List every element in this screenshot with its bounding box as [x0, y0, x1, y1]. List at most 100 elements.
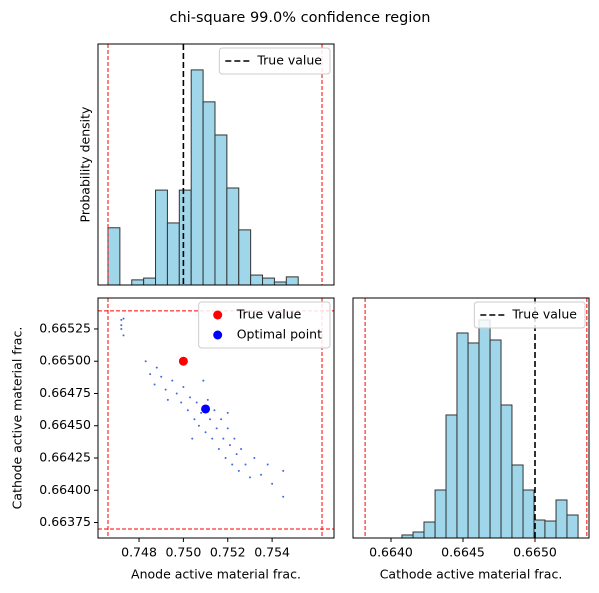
sample-point [235, 453, 238, 456]
sample-point [226, 427, 229, 430]
y-axis-label: Cathode active material frac. [10, 327, 25, 510]
legend-label: Optimal point [237, 327, 322, 342]
x-axis-label: Cathode active material frac. [380, 567, 563, 582]
sample-point [120, 324, 123, 327]
sample-point [175, 392, 178, 395]
sample-point [217, 447, 220, 450]
axes-frame [352, 297, 590, 539]
histogram-bar [423, 521, 436, 539]
sample-point [120, 327, 123, 330]
sample-point [248, 476, 251, 479]
series-point [201, 404, 211, 414]
y-tick-label: 0.66400 [39, 482, 91, 497]
x-tick-label: 0.752 [210, 545, 246, 560]
histogram-bar [190, 69, 204, 286]
sample-point [200, 411, 203, 414]
legend-label: True value [236, 307, 302, 322]
axes-frame [97, 297, 335, 539]
sample-point [120, 318, 123, 321]
y-tick-label: 0.66500 [39, 353, 91, 368]
legend-swatch [213, 330, 223, 340]
histogram-bar [202, 101, 216, 286]
sample-point [182, 386, 185, 389]
x-axis-label: Anode active material frac. [131, 567, 301, 582]
sample-point [211, 437, 214, 440]
sample-point [171, 379, 174, 382]
histogram-bar [456, 332, 469, 539]
histogram-bar [238, 229, 252, 286]
x-tick-label: 0.754 [254, 545, 290, 560]
sample-point [197, 424, 200, 427]
sample-point [149, 373, 152, 376]
sample-point [193, 418, 196, 421]
sample-point [231, 463, 234, 466]
sample-point [202, 379, 205, 382]
y-tick-label: 0.66375 [39, 514, 91, 529]
sample-point [253, 457, 256, 459]
histogram-bar [434, 489, 447, 539]
sample-point [122, 334, 125, 337]
y-tick-label: 0.66425 [39, 450, 91, 465]
sample-point [240, 447, 243, 450]
histogram-bar [566, 514, 579, 539]
histogram-bar [143, 277, 157, 286]
histogram-bar [478, 319, 491, 539]
x-tick-label: 0.6650 [513, 545, 557, 560]
x-tick-label: 0.6640 [369, 545, 413, 560]
sample-point [153, 383, 156, 386]
sample-point [237, 469, 240, 472]
histogram-bar [511, 464, 524, 539]
sample-point [260, 473, 263, 476]
sample-point [213, 409, 216, 412]
sample-point [189, 396, 192, 399]
histogram-bar [262, 277, 275, 286]
sample-point [195, 401, 198, 404]
histogram-bar [226, 187, 240, 286]
series-point [178, 356, 188, 366]
sample-point [166, 398, 169, 401]
sample-point [155, 366, 158, 369]
histogram-bar [214, 134, 228, 286]
sample-point [191, 437, 194, 440]
histogram-bar [544, 520, 557, 539]
x-tick-label: 0.6645 [441, 545, 485, 560]
y-axis-label: Probability density [78, 106, 93, 222]
sample-point [160, 375, 163, 378]
sample-point [224, 457, 227, 459]
y-tick-label: 0.66475 [39, 385, 91, 400]
histogram-bar [285, 276, 299, 286]
sample-point [226, 411, 229, 414]
sample-point [122, 317, 125, 320]
sample-point [186, 409, 189, 412]
sample-point [266, 463, 269, 466]
histogram-bar [412, 531, 425, 539]
sample-point [206, 398, 209, 401]
x-tick-label: 0.750 [165, 545, 201, 560]
sample-point [282, 495, 285, 498]
sample-point [204, 431, 207, 434]
sample-point [222, 437, 225, 440]
sample-point [180, 401, 183, 404]
sample-point [233, 437, 236, 440]
histogram-bar [131, 279, 145, 286]
sample-point [271, 482, 274, 485]
histogram-bar [155, 189, 168, 286]
sample-point [209, 418, 212, 421]
legend-box [473, 301, 586, 329]
sample-point [215, 427, 218, 430]
y-tick-label: 0.66450 [39, 417, 91, 432]
legend-box [198, 301, 331, 349]
axes-frame [97, 43, 335, 286]
legend-label: True value [256, 53, 322, 68]
figure-title: chi-square 99.0% confidence region [170, 10, 431, 26]
legend-box [218, 47, 331, 75]
y-tick-label: 0.66525 [39, 320, 91, 335]
sample-point [228, 444, 231, 447]
histogram-bar [166, 222, 180, 286]
histogram-bar [445, 414, 458, 539]
sample-point [144, 360, 147, 363]
sample-point [244, 463, 247, 466]
legend-label: True value [511, 307, 577, 322]
legend-swatch [213, 310, 223, 320]
